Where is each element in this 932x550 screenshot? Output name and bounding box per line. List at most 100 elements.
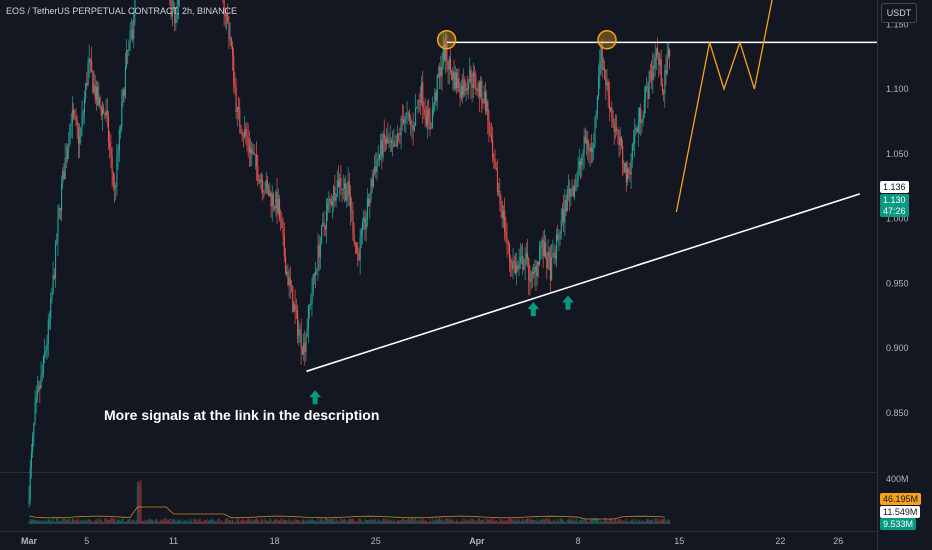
volume-bar bbox=[366, 520, 368, 524]
volume-bar bbox=[573, 518, 576, 524]
volume-bar bbox=[106, 519, 108, 524]
volume-bar bbox=[341, 520, 343, 524]
volume-bar bbox=[440, 520, 442, 524]
candle-body bbox=[268, 187, 270, 197]
drawings bbox=[306, 0, 877, 405]
volume-bar bbox=[667, 519, 670, 524]
currency-button[interactable]: USDT bbox=[881, 3, 917, 23]
volume-bar bbox=[474, 521, 476, 524]
candle-body bbox=[111, 154, 113, 173]
candle-body bbox=[106, 110, 108, 118]
signal-arrow-icon bbox=[561, 295, 574, 310]
candle-body bbox=[30, 452, 33, 468]
volume-bar bbox=[380, 521, 382, 524]
candle-body bbox=[653, 65, 655, 68]
candle-body bbox=[69, 124, 71, 144]
volume-bar bbox=[268, 521, 270, 524]
candle-body bbox=[588, 149, 590, 152]
volume-bar bbox=[541, 519, 543, 524]
volume-bar bbox=[551, 521, 553, 524]
volume-bar bbox=[327, 518, 329, 524]
candle-body bbox=[592, 149, 594, 152]
volume-bar bbox=[130, 521, 132, 524]
candle-body bbox=[434, 92, 436, 107]
candle-body bbox=[46, 343, 48, 351]
volume-bar bbox=[443, 521, 446, 524]
volume-bar bbox=[533, 519, 535, 524]
candle-body bbox=[590, 147, 592, 152]
candle-body bbox=[481, 81, 483, 104]
candle-body bbox=[368, 198, 370, 207]
volume-bar bbox=[649, 520, 651, 524]
candle-body bbox=[494, 158, 496, 168]
volume-bar bbox=[592, 518, 594, 524]
candle-body bbox=[272, 194, 275, 206]
candle-body bbox=[38, 385, 40, 391]
volume-bar bbox=[274, 519, 276, 524]
candle-body bbox=[595, 113, 597, 118]
candle-body bbox=[352, 210, 354, 235]
candle-body bbox=[91, 61, 93, 72]
x-tick-label: 26 bbox=[833, 536, 843, 546]
volume-bar bbox=[521, 520, 523, 524]
volume-bar bbox=[319, 519, 322, 524]
candle-body bbox=[366, 198, 368, 220]
candle-body bbox=[398, 133, 400, 135]
volume-bar bbox=[410, 519, 412, 524]
candle-body bbox=[661, 84, 663, 92]
candle-body bbox=[63, 170, 65, 180]
candle-body bbox=[430, 127, 432, 129]
candle-body bbox=[616, 129, 618, 131]
candle-body bbox=[664, 70, 666, 94]
candle-body bbox=[382, 133, 384, 158]
volume-bar bbox=[186, 520, 188, 524]
candle-body bbox=[617, 130, 619, 132]
volume-bar bbox=[304, 520, 306, 524]
symbol-title[interactable]: EOS / TetherUS PERPETUAL CONTRACT, 2h, B… bbox=[6, 6, 238, 16]
candle-body bbox=[177, 0, 179, 6]
candle-body bbox=[310, 303, 312, 305]
volume-bar bbox=[465, 519, 467, 524]
volume-bar bbox=[152, 520, 154, 524]
candle-body bbox=[294, 304, 296, 311]
volume-bar bbox=[636, 519, 638, 524]
candle-body bbox=[593, 144, 595, 150]
candle-body bbox=[87, 63, 89, 86]
volume-bar bbox=[330, 518, 332, 524]
volume-bar bbox=[317, 518, 319, 524]
candle-body bbox=[34, 402, 36, 424]
candle-body bbox=[94, 85, 96, 101]
volume-bar bbox=[376, 521, 378, 524]
volume-bar bbox=[472, 519, 474, 524]
volume-bar bbox=[179, 519, 181, 524]
candle-body bbox=[375, 166, 377, 172]
volume-bar bbox=[370, 518, 372, 524]
volume-bar bbox=[500, 520, 502, 524]
candle-body bbox=[328, 199, 330, 204]
candle-body bbox=[652, 65, 654, 80]
candle-body bbox=[252, 152, 254, 155]
candle-body bbox=[543, 242, 545, 257]
volume-bar bbox=[89, 519, 92, 524]
volume-bar bbox=[217, 518, 219, 524]
candle-body bbox=[357, 252, 359, 254]
volume-bar bbox=[206, 518, 208, 524]
candle-body bbox=[48, 318, 51, 322]
candle-body bbox=[402, 120, 405, 124]
candle-body bbox=[622, 145, 624, 164]
volume-bar bbox=[364, 518, 366, 524]
volume-bar bbox=[32, 519, 34, 524]
candle-body bbox=[460, 86, 462, 99]
candle-body bbox=[604, 68, 606, 78]
y-tick-label: 1.150 bbox=[886, 19, 909, 29]
candle-body bbox=[110, 147, 112, 155]
volume-bar bbox=[174, 518, 176, 524]
volume-bar bbox=[489, 519, 491, 524]
candle-body bbox=[431, 109, 433, 128]
candle-body bbox=[608, 95, 611, 110]
volume-bar bbox=[305, 521, 307, 524]
candle-body bbox=[499, 190, 501, 200]
candle-body bbox=[337, 180, 340, 187]
candle-body bbox=[651, 72, 653, 80]
